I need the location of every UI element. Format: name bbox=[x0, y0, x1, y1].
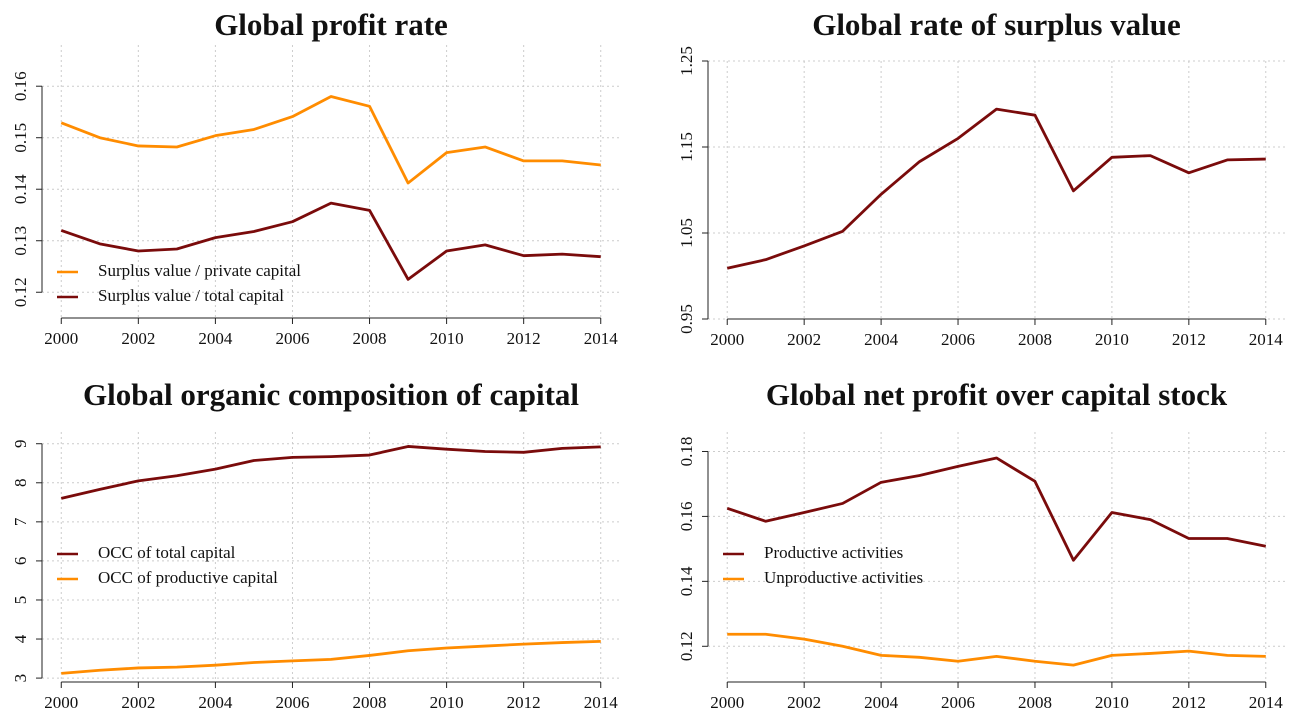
x-tick-label: 2000 bbox=[710, 330, 744, 349]
series-line bbox=[60, 201, 601, 281]
y-tick-label: 0.13 bbox=[11, 226, 30, 256]
y-tick-label: 0.15 bbox=[11, 123, 30, 153]
y-tick-label: 5 bbox=[11, 596, 30, 605]
series-line bbox=[61, 639, 601, 675]
legend-label: Productive activities bbox=[764, 543, 903, 562]
y-tick-label: 9 bbox=[11, 439, 30, 448]
series-line bbox=[726, 456, 1267, 562]
legend-label: OCC of productive capital bbox=[98, 568, 278, 587]
x-tick-label: 2012 bbox=[507, 693, 541, 712]
y-tick-label: 0.16 bbox=[677, 502, 696, 532]
y-tick-label: 1.15 bbox=[677, 132, 696, 162]
x-tick-label: 2006 bbox=[941, 693, 975, 712]
x-tick-label: 2002 bbox=[787, 330, 821, 349]
y-tick-label: 3 bbox=[11, 674, 30, 683]
y-tick-label: 8 bbox=[11, 479, 30, 488]
x-tick-label: 2014 bbox=[1249, 693, 1284, 712]
x-tick-label: 2004 bbox=[864, 693, 899, 712]
y-tick-label: 0.18 bbox=[677, 437, 696, 467]
chart-title: Global profit rate bbox=[214, 7, 448, 42]
legend-label: Surplus value / private capital bbox=[98, 261, 301, 280]
chart-panel: Global net profit over capital stock 2000… bbox=[677, 377, 1285, 712]
series-line bbox=[60, 95, 601, 185]
y-tick-label: 7 bbox=[11, 517, 30, 526]
x-tick-label: 2000 bbox=[44, 693, 78, 712]
chart-panel: Global profit rate 2000 2002 2004 2006 2008 20… bbox=[11, 7, 620, 348]
x-tick-label: 2012 bbox=[507, 329, 541, 348]
y-tick-label: 1.25 bbox=[677, 46, 696, 76]
chart-title: Global organic composition of capital bbox=[83, 377, 579, 412]
legend-label: OCC of total capital bbox=[98, 543, 236, 562]
x-tick-label: 2008 bbox=[353, 693, 387, 712]
x-tick-label: 2010 bbox=[430, 693, 464, 712]
x-tick-label: 2004 bbox=[864, 330, 899, 349]
x-tick-label: 2000 bbox=[710, 693, 744, 712]
x-tick-label: 2010 bbox=[1095, 693, 1129, 712]
x-tick-label: 2008 bbox=[1018, 693, 1052, 712]
x-tick-label: 2004 bbox=[198, 693, 233, 712]
x-tick-label: 2010 bbox=[1095, 330, 1129, 349]
x-tick-label: 2002 bbox=[121, 693, 155, 712]
x-tick-label: 2006 bbox=[275, 693, 309, 712]
x-tick-label: 2010 bbox=[430, 329, 464, 348]
chart-title: Global rate of surplus value bbox=[812, 7, 1181, 42]
legend-label: Surplus value / total capital bbox=[98, 286, 284, 305]
chart-panel: Global organic composition of capital 200… bbox=[11, 377, 620, 712]
x-tick-label: 2012 bbox=[1172, 330, 1206, 349]
chart-title: Global net profit over capital stock bbox=[766, 377, 1228, 412]
series-line bbox=[727, 632, 1266, 667]
x-tick-label: 2014 bbox=[584, 329, 619, 348]
x-tick-label: 2002 bbox=[787, 693, 821, 712]
x-tick-label: 2008 bbox=[1018, 330, 1052, 349]
y-tick-label: 1.05 bbox=[677, 218, 696, 248]
y-tick-label: 0.14 bbox=[11, 174, 30, 204]
y-tick-label: 0.14 bbox=[677, 566, 696, 596]
x-tick-label: 2008 bbox=[353, 329, 387, 348]
y-tick-label: 0.16 bbox=[11, 71, 30, 101]
x-tick-label: 2006 bbox=[275, 329, 309, 348]
series-line bbox=[726, 107, 1266, 270]
x-tick-label: 2014 bbox=[1249, 330, 1284, 349]
y-tick-label: 6 bbox=[11, 557, 30, 566]
chart-panel: Global rate of surplus value 2000 2002 2004… bbox=[677, 7, 1285, 349]
y-tick-label: 0.12 bbox=[11, 277, 30, 307]
series-line bbox=[60, 445, 601, 500]
legend-label: Unproductive activities bbox=[764, 568, 923, 587]
y-tick-label: 4 bbox=[11, 634, 30, 643]
x-tick-label: 2006 bbox=[941, 330, 975, 349]
y-tick-label: 0.95 bbox=[677, 304, 696, 334]
x-tick-label: 2014 bbox=[584, 693, 619, 712]
x-tick-label: 2012 bbox=[1172, 693, 1206, 712]
x-tick-label: 2000 bbox=[44, 329, 78, 348]
y-tick-label: 0.12 bbox=[677, 631, 696, 661]
x-tick-label: 2004 bbox=[198, 329, 233, 348]
x-tick-label: 2002 bbox=[121, 329, 155, 348]
